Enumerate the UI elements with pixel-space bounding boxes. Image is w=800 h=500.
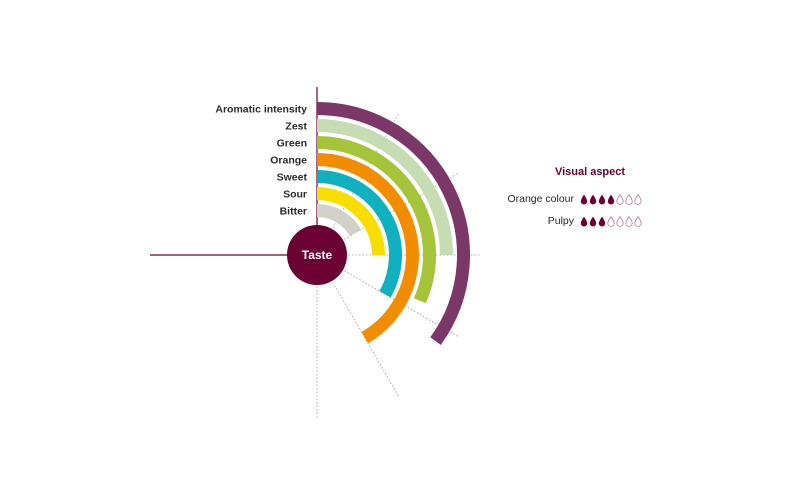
category-label: Green — [277, 138, 307, 150]
center-circle — [287, 225, 347, 285]
visual-aspect-rows: Orange colour Pulpy — [500, 188, 660, 232]
category-label: Orange — [270, 155, 307, 167]
drop-rating — [580, 193, 642, 205]
category-label: Aromatic intensity — [215, 104, 307, 116]
chart-arcs — [316, 102, 470, 345]
drop-rating — [580, 215, 642, 227]
radial-guide — [316, 254, 459, 337]
filled-drop-icon — [589, 216, 597, 226]
radial-guide — [316, 254, 399, 397]
empty-drop-icon — [607, 215, 615, 227]
visual-aspect-title: Visual aspect — [554, 166, 626, 178]
arc-bitter — [316, 204, 362, 237]
arc-green — [316, 136, 436, 304]
empty-drop-icon — [616, 193, 624, 205]
filled-drop-icon — [589, 194, 597, 204]
empty-drop-icon — [625, 193, 633, 205]
chart-category-labels: Aromatic intensity Zest Green Orange Sweet So… — [215, 104, 307, 218]
empty-drop-icon — [616, 215, 624, 227]
center-hub: Taste — [287, 225, 347, 285]
category-label: Bitter — [280, 206, 307, 218]
empty-drop-icon — [625, 215, 633, 227]
empty-drop-icon — [634, 193, 642, 205]
visual-aspect-row: Pulpy — [500, 210, 660, 232]
arc-zest — [316, 119, 453, 256]
center-label: Taste — [302, 248, 333, 262]
filled-drop-icon — [580, 216, 588, 226]
category-label: Zest — [285, 121, 307, 133]
empty-drop-icon — [634, 215, 642, 227]
visual-aspect-label: Pulpy — [547, 215, 574, 227]
arc-sour — [316, 187, 385, 256]
visual-aspect-label: Orange colour — [507, 193, 574, 205]
filled-drop-icon — [598, 194, 606, 204]
filled-drop-icon — [580, 194, 588, 204]
visual-aspect-row: Orange colour — [500, 188, 660, 210]
arc-sweet — [316, 170, 402, 298]
category-label: Sweet — [277, 172, 308, 184]
filled-drop-icon — [598, 216, 606, 226]
arc-orange — [316, 153, 419, 344]
filled-drop-icon — [607, 194, 615, 204]
category-label: Sour — [283, 189, 307, 201]
visual-aspect-panel: Visual aspect Orange colour Pulpy — [500, 166, 660, 232]
arc-aromatic-intensity — [316, 102, 470, 345]
